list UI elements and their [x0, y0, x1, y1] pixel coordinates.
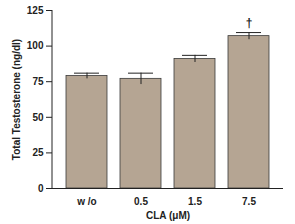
- svg-text:100: 100: [27, 40, 44, 51]
- svg-text:†: †: [246, 16, 253, 30]
- svg-text:1.5: 1.5: [188, 196, 202, 207]
- svg-text:0.5: 0.5: [134, 196, 148, 207]
- svg-text:7.5: 7.5: [242, 196, 256, 207]
- svg-text:Total Testosterone (ng/dl): Total Testosterone (ng/dl): [11, 39, 22, 160]
- svg-text:75: 75: [32, 76, 44, 87]
- svg-text:125: 125: [27, 5, 44, 16]
- svg-text:CLA (μM): CLA (μM): [146, 210, 190, 221]
- svg-text:25: 25: [32, 147, 44, 158]
- svg-text:50: 50: [32, 112, 44, 123]
- svg-text:w /o: w /o: [76, 196, 96, 207]
- svg-text:0: 0: [38, 183, 44, 194]
